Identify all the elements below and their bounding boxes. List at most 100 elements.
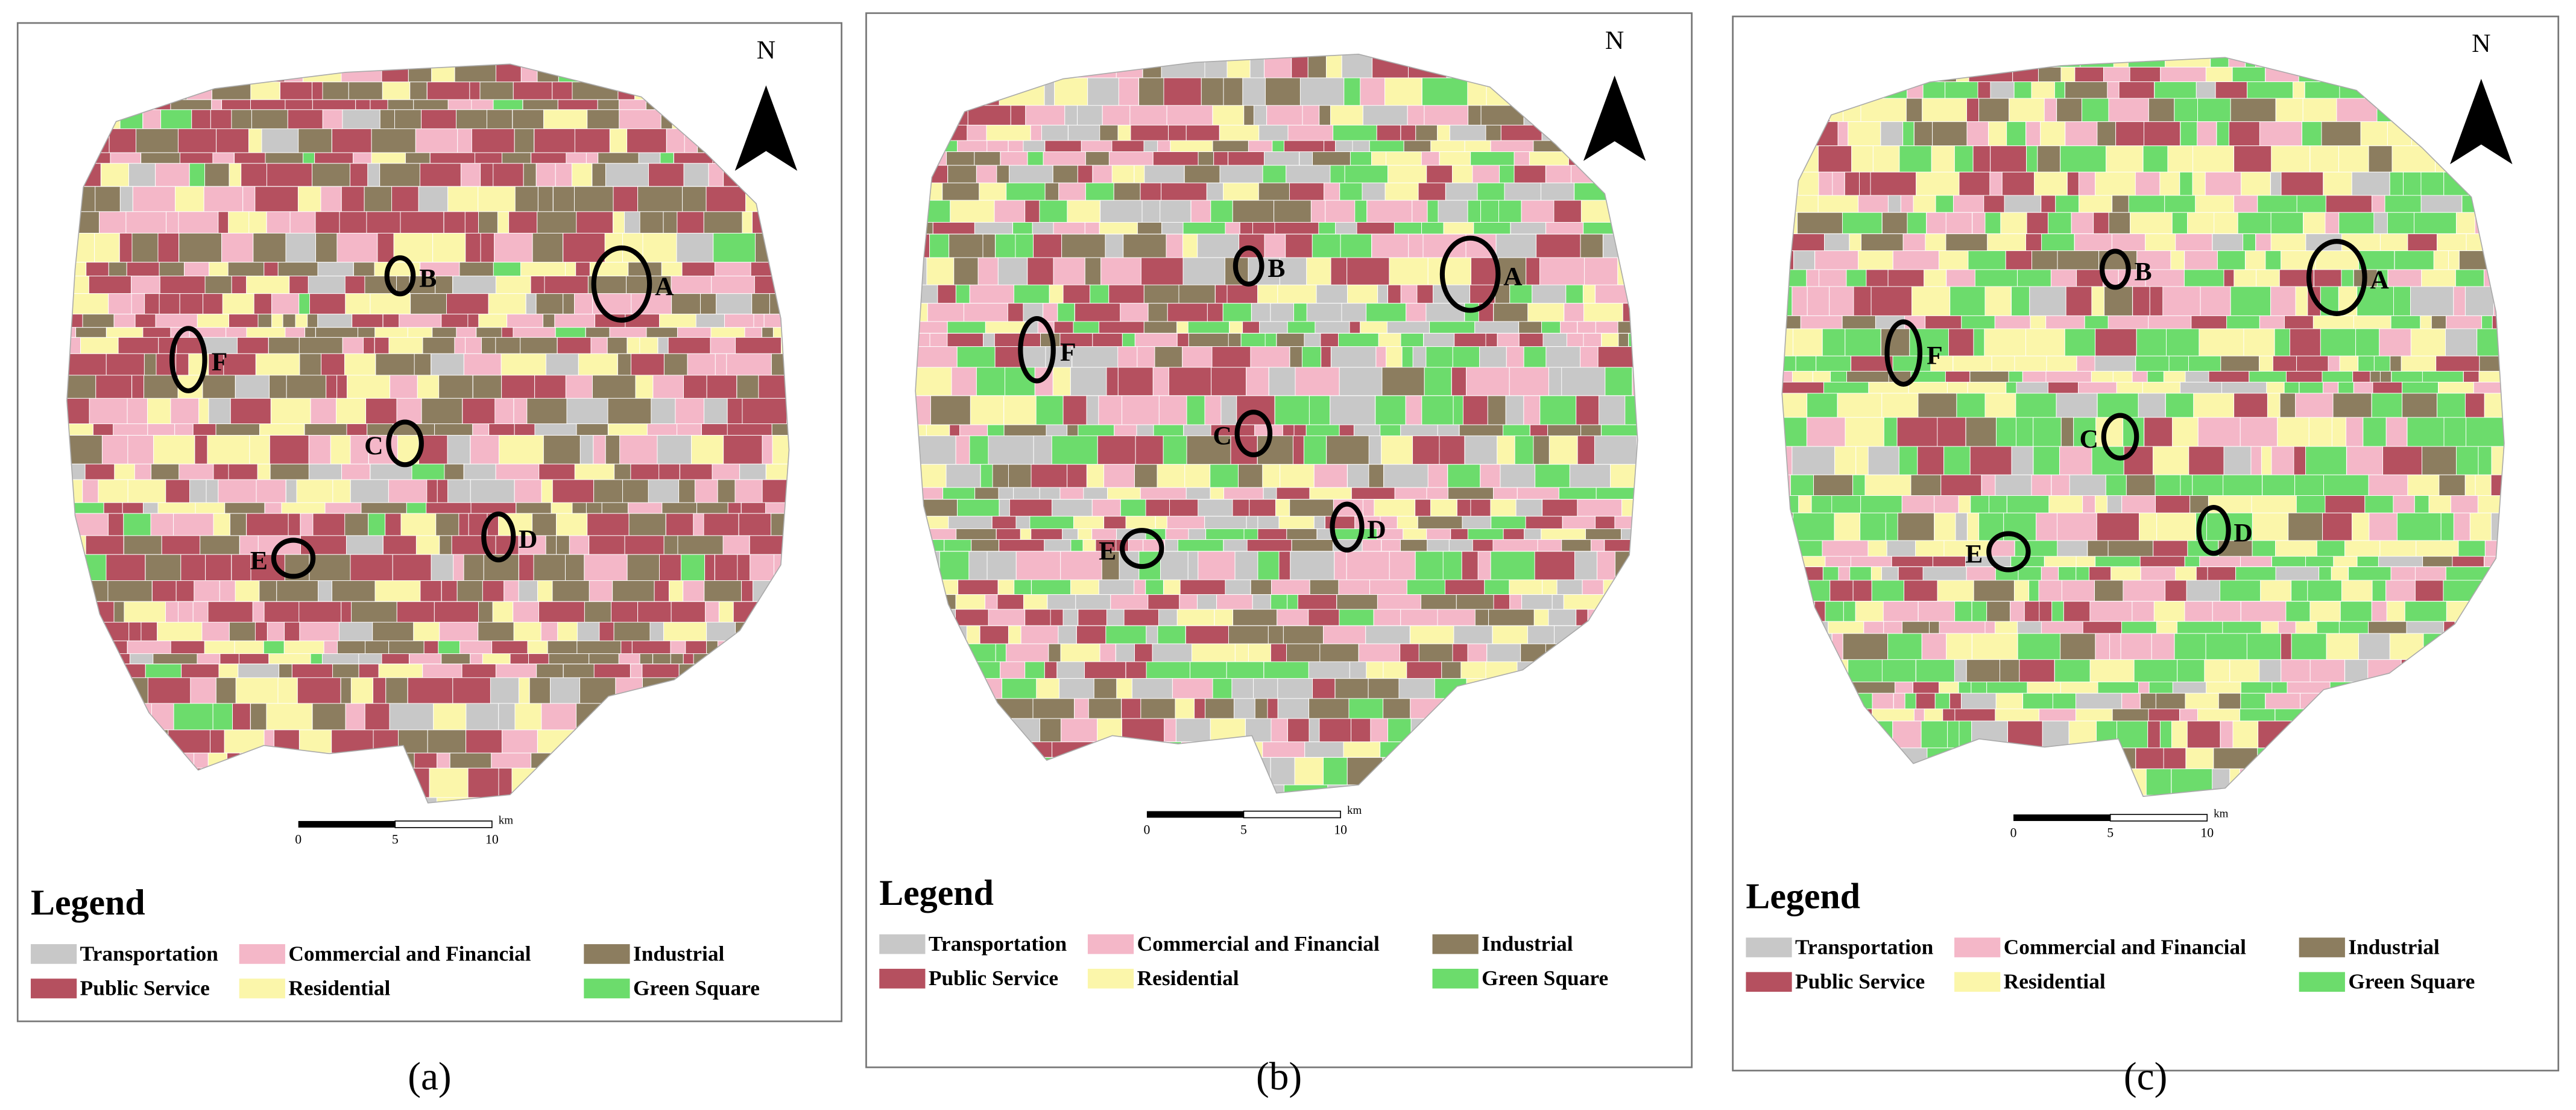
land-parcel (1158, 395, 1187, 425)
land-parcel (1137, 222, 1163, 235)
land-parcel (576, 703, 614, 731)
land-parcel (2439, 474, 2466, 496)
land-parcel (623, 729, 648, 753)
land-parcel (2019, 57, 2048, 68)
land-parcel (1548, 367, 1562, 396)
land-parcel (677, 423, 702, 436)
land-parcel (696, 109, 742, 130)
land-parcel (1157, 140, 1171, 152)
land-parcel (108, 262, 127, 277)
land-parcel (2062, 768, 2084, 796)
land-parcel (2127, 57, 2166, 68)
land-parcel (1497, 257, 1527, 285)
land-parcel (2220, 355, 2260, 372)
land-parcel (1811, 495, 1833, 513)
land-parcel (725, 81, 752, 100)
land-parcel (1614, 516, 1634, 529)
land-parcel (979, 182, 1007, 201)
land-parcel (1349, 661, 1367, 679)
land-parcel (472, 375, 502, 399)
land-parcel (322, 109, 343, 130)
land-parcel (271, 293, 300, 315)
land-parcel (1476, 784, 1494, 793)
land-parcel (642, 677, 678, 704)
land-parcel (1138, 77, 1164, 106)
land-parcel (1088, 698, 1122, 719)
land-parcel (624, 535, 665, 555)
land-parcel (508, 211, 538, 233)
legend-label: Public Service (929, 966, 1058, 990)
land-parcel (1062, 395, 1087, 425)
land-parcel (987, 140, 1009, 152)
land-parcel (2041, 747, 2080, 769)
land-parcel (968, 551, 988, 580)
land-parcel (1622, 678, 1638, 699)
land-parcel (478, 621, 514, 641)
land-parcel (1453, 395, 1464, 425)
land-parcel (797, 436, 832, 465)
land-parcel (1403, 528, 1427, 540)
land-parcel (2048, 381, 2079, 394)
land-parcel (1490, 551, 1535, 580)
land-parcel (666, 797, 710, 804)
land-parcel (1511, 718, 1523, 743)
land-parcel (308, 435, 331, 465)
land-parcel (771, 353, 789, 376)
land-parcel (1305, 424, 1340, 437)
land-parcel (762, 211, 774, 233)
land-parcel (2165, 580, 2187, 601)
land-parcel (2308, 417, 2332, 447)
land-parcel (1822, 328, 1846, 357)
land-parcel (367, 163, 380, 187)
land-parcel (1430, 140, 1465, 152)
land-parcel (131, 293, 145, 315)
land-parcel (981, 698, 996, 719)
map-outline (915, 54, 1638, 794)
land-parcel (1470, 151, 1515, 166)
land-parcel (1818, 171, 1833, 196)
north-label: N (1605, 26, 1624, 55)
land-parcel (1782, 566, 1823, 581)
land-parcel (197, 314, 230, 328)
land-parcel (66, 513, 109, 536)
land-parcel (1861, 233, 1904, 252)
land-parcel (1807, 393, 1838, 418)
land-parcel (1943, 446, 1971, 475)
land-parcel (1880, 121, 1904, 147)
land-parcel (2475, 474, 2492, 496)
land-parcel (2274, 328, 2291, 357)
land-parcel (1410, 625, 1454, 644)
land-parcel (1334, 678, 1369, 699)
land-parcel (2294, 720, 2340, 749)
land-parcel (1913, 121, 1933, 147)
land-parcel (1829, 286, 1854, 316)
land-parcel (2018, 566, 2042, 581)
land-parcel (2142, 145, 2168, 173)
land-parcel (681, 262, 715, 277)
land-parcel (2197, 417, 2241, 447)
land-parcel (1521, 200, 1555, 223)
land-parcel (976, 367, 1006, 396)
land-parcel (1817, 145, 1852, 173)
land-parcel (1858, 195, 1889, 213)
land-parcel (1814, 720, 1830, 749)
land-parcel (1925, 315, 1962, 329)
land-parcel (587, 513, 630, 536)
land-parcel (2010, 601, 2025, 622)
legend-label: Green Square (633, 975, 760, 1000)
land-parcel (619, 99, 646, 110)
land-parcel (2060, 633, 2096, 660)
land-parcel (1400, 539, 1428, 552)
land-parcel (1569, 464, 1611, 488)
land-parcel (2346, 446, 2383, 475)
land-parcel (2498, 720, 2504, 749)
land-parcel (1534, 551, 1575, 580)
land-parcel (2026, 145, 2038, 173)
land-parcel (1339, 424, 1354, 437)
land-parcel (519, 677, 530, 704)
land-parcel (996, 165, 1010, 183)
land-parcel (234, 640, 264, 655)
land-parcel (177, 128, 217, 153)
land-parcel (1210, 200, 1233, 223)
land-parcel (2285, 370, 2323, 383)
